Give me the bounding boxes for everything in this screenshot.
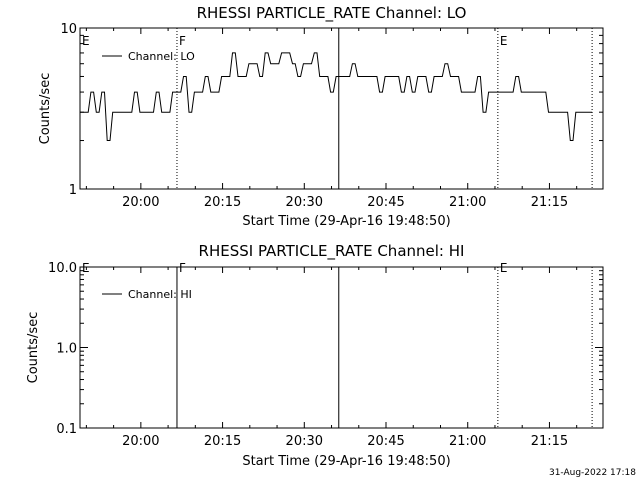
panel-lo xyxy=(79,27,604,190)
x-tick-label: 21:00 xyxy=(449,434,486,449)
event-marker-label: E xyxy=(500,34,508,48)
x-tick-label: 20:00 xyxy=(122,195,159,210)
panel-hi xyxy=(79,266,604,429)
x-tick-label: 20:15 xyxy=(204,195,241,210)
x-tick-label: 21:15 xyxy=(531,195,568,210)
y-tick-label: 1.0 xyxy=(56,342,77,357)
chart-title: RHESSI PARTICLE_RATE Channel: HI xyxy=(199,242,465,261)
series-line-lo xyxy=(80,52,593,141)
y-tick-label: 1 xyxy=(69,183,77,198)
y-tick-label: 0.1 xyxy=(56,422,77,437)
event-marker-label: E xyxy=(82,34,90,48)
x-tick-label: 20:45 xyxy=(367,195,404,210)
chart-title: RHESSI PARTICLE_RATE Channel: LO xyxy=(197,4,467,23)
plot-timestamp: 31-Aug-2022 17:18 xyxy=(549,468,636,478)
x-tick-label: 20:30 xyxy=(286,434,323,449)
x-tick-label: 21:15 xyxy=(531,434,568,449)
x-tick-label: 20:00 xyxy=(122,434,159,449)
x-tick-label: 21:00 xyxy=(449,195,486,210)
event-marker-label: E xyxy=(500,261,508,275)
legend-label: Channel: HI xyxy=(128,288,192,301)
x-axis-label: Start Time (29-Apr-16 19:48:50) xyxy=(242,214,450,229)
y-axis-label: Counts/sec xyxy=(26,312,41,384)
y-axis-label: Counts/sec xyxy=(38,73,53,145)
x-tick-label: 20:45 xyxy=(367,434,404,449)
event-marker-label: F xyxy=(179,34,186,48)
event-marker-label: E xyxy=(82,261,90,275)
x-tick-label: 20:30 xyxy=(286,195,323,210)
y-tick-label: 10.0 xyxy=(48,261,77,276)
event-marker-label: F xyxy=(179,261,186,275)
y-tick-label: 10 xyxy=(60,22,77,37)
x-tick-label: 20:15 xyxy=(204,434,241,449)
x-axis-label: Start Time (29-Apr-16 19:48:50) xyxy=(242,454,450,469)
legend-label: Channel: LO xyxy=(128,50,195,63)
plot-frame xyxy=(79,27,604,190)
